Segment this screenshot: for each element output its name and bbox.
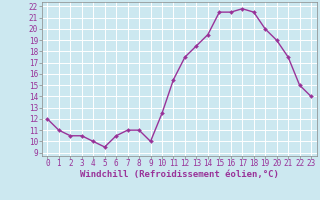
X-axis label: Windchill (Refroidissement éolien,°C): Windchill (Refroidissement éolien,°C) — [80, 170, 279, 179]
